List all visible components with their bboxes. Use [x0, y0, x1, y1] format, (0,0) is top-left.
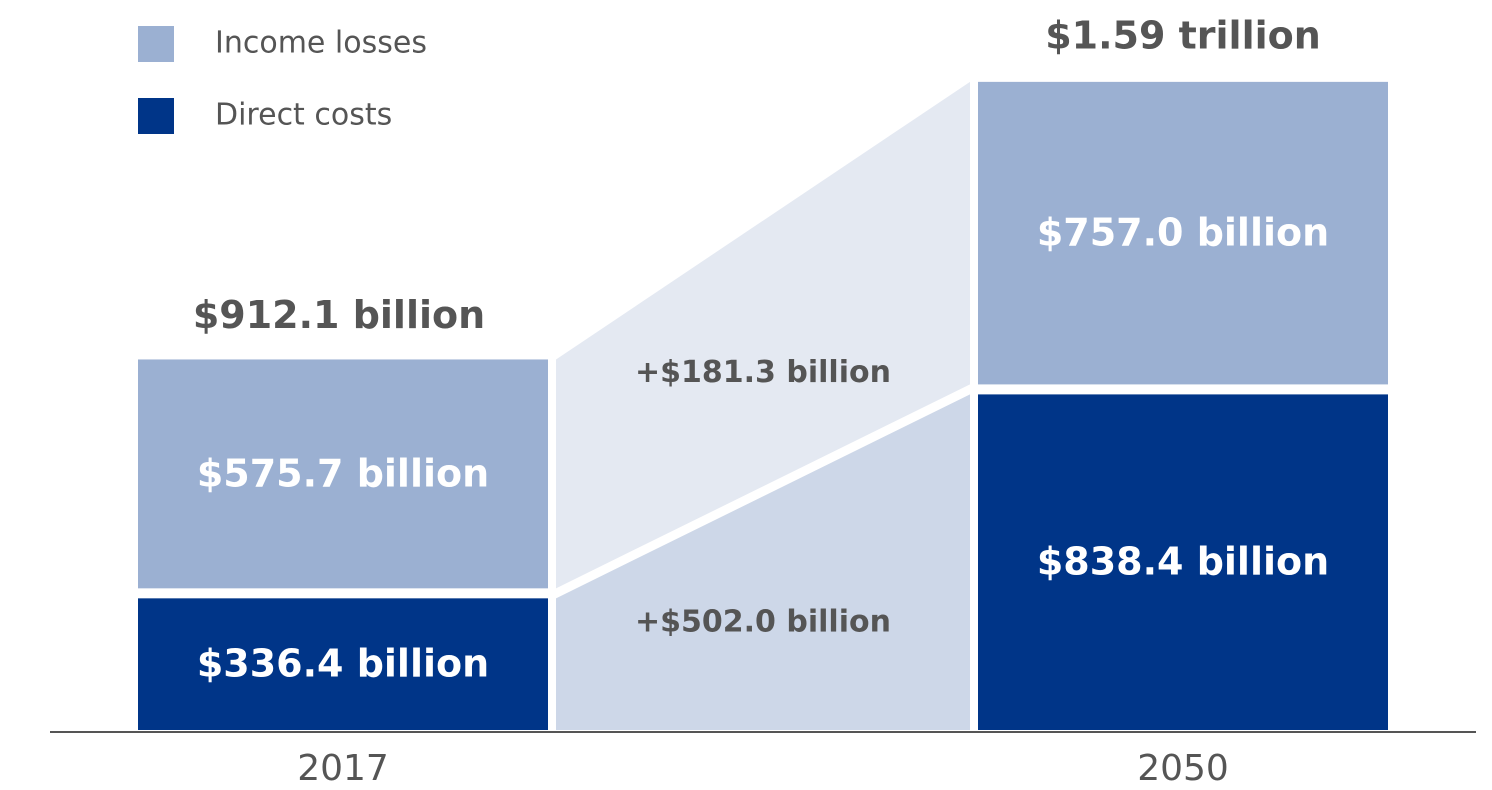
legend-label: Direct costs [215, 98, 392, 133]
value-label: $757.0 billion [1037, 211, 1329, 255]
value-label: $838.4 billion [1037, 540, 1329, 584]
bar-segment [978, 81, 1388, 385]
bar-segment [138, 598, 548, 730]
bar-segment [978, 394, 1388, 730]
legend-swatch [138, 26, 174, 62]
legend-label: Income losses [215, 26, 427, 61]
total-label: $1.59 trillion [1045, 13, 1321, 57]
bar-segment [138, 359, 548, 589]
connector [556, 81, 970, 589]
value-label: $575.7 billion [197, 451, 489, 495]
legend-swatch [138, 98, 174, 134]
change-label: +$181.3 billion [635, 355, 891, 390]
value-label: $336.4 billion [197, 642, 489, 686]
total-label: $912.1 billion [193, 293, 485, 337]
connector [556, 394, 970, 730]
x-tick-label: 2050 [1137, 748, 1229, 789]
x-tick-label: 2017 [297, 748, 389, 789]
change-label: +$502.0 billion [635, 605, 891, 640]
